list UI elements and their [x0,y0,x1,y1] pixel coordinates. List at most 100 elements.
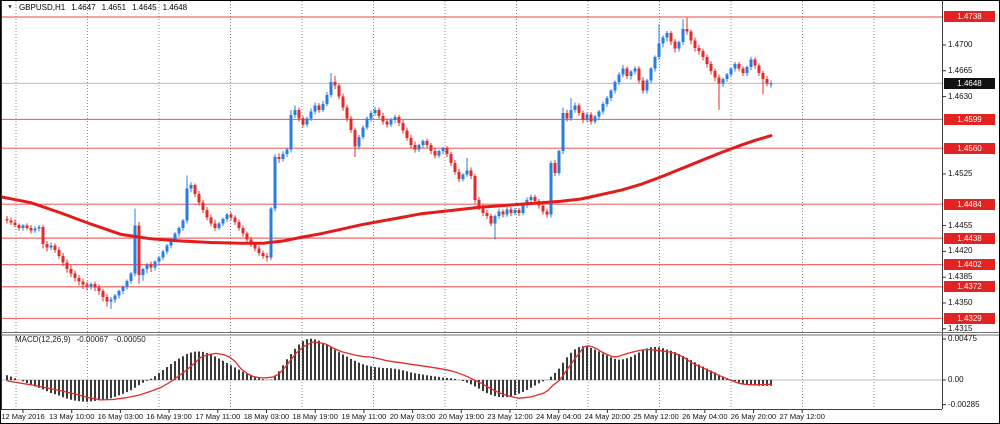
candle-down [533,196,537,202]
level-price-label: 1.4402 [944,259,995,271]
candle-up [357,137,361,147]
price-tick-label: 1.4700 [948,40,973,49]
candle-down [413,145,417,150]
candle-up [749,59,753,68]
time-axis-label: 20 May 19:00 [438,412,485,421]
time-axis-label: 27 May 12:00 [779,412,825,421]
candle-down [209,217,213,224]
candle-down [577,105,581,113]
candle-down [241,227,245,234]
candle-down [93,283,97,288]
level-price-label: 1.4438 [944,232,995,244]
candle-down [197,193,201,203]
time-axis-label: 20 May 03:00 [389,412,436,421]
candle-down [689,31,693,41]
candle-up [281,154,285,160]
candle-down [581,112,585,121]
candle-down [697,47,701,51]
time-axis-label: 12 May 2016 [1,412,45,421]
price-tick-label: 1.4385 [948,272,973,282]
candle-up [173,233,177,240]
candle-up [513,210,517,214]
candle-up [185,188,189,221]
macd-tick-label: -0.00285 [948,399,980,409]
candle-up [465,170,469,175]
level-price-label: 1.4599 [944,113,995,125]
macd-signal-line [6,341,772,401]
candle-down [449,154,453,163]
price-tick-label: 1.4525 [948,168,973,178]
candle-down [257,248,261,253]
candle-down [477,199,481,208]
candle-up [169,239,173,246]
candle-up [109,299,113,302]
candle-down [673,41,677,49]
candle-up [521,205,525,214]
candle-down [685,28,689,32]
candle-up [677,42,681,49]
candle-down [337,85,341,97]
candle-down [485,213,489,216]
candle-down [297,109,301,119]
candle-up [561,112,565,152]
candle-down [473,176,477,200]
candle-down [85,284,89,287]
candle-down [705,56,709,65]
candle-up [329,81,333,96]
candle-up [721,78,725,84]
chart-marker-icon: ▼ [7,4,13,10]
candle-up [305,118,309,125]
candle-down [73,273,77,278]
candle-down [77,277,81,282]
candle-down [41,227,45,244]
candle-down [713,70,717,78]
candle-up [321,103,325,110]
candle-up [461,174,465,180]
candle-up [733,64,737,69]
price-tick-label: 1.4455 [948,220,973,230]
price-tick-label: 1.4420 [948,246,973,256]
candle-up [493,215,497,224]
macd-value: -0.00067 [76,335,109,344]
candle-up [729,68,733,75]
candle-down [205,210,209,218]
candle-down [333,81,337,86]
candle-up [629,71,633,76]
candle-up [421,140,425,146]
candle-up [645,80,649,91]
candle-up [393,117,397,121]
candle-up [389,120,393,125]
time-axis-label: 16 May 03:00 [97,412,144,421]
candle-down [741,68,745,74]
macd-tick-label: 0.00475 [948,333,977,343]
candle-up [369,112,373,119]
candle-down [641,80,645,91]
candle-down [545,211,549,215]
time-axis-label: 18 May 03:00 [243,412,290,421]
candle-up [225,214,229,219]
candle-down [541,205,545,212]
candle-down [385,121,389,125]
candle-up [605,98,609,104]
candle-up [189,185,193,189]
candle-up [309,111,313,119]
candle-up [157,257,161,262]
candle-down [509,209,513,214]
candle-up [529,196,533,200]
candle-down [9,220,13,223]
moving-average-line [1,134,773,245]
candle-down [445,148,449,155]
time-axis-label: 26 May 20:00 [730,412,777,421]
candle-down [349,118,353,130]
candle-up [497,211,501,216]
time-axis-label: 24 May 04:00 [535,412,582,421]
candle-down [553,162,557,174]
candle-down [517,210,521,214]
candle-down [401,123,405,131]
candle-up [125,280,129,287]
ohlc-info: ▼ GBPUSD,H1 1.4647 1.4651 1.4645 1.4648 [7,3,187,12]
candle-down [201,202,205,211]
candle-up [113,295,117,300]
price-tick-label: 1.4630 [948,91,973,101]
